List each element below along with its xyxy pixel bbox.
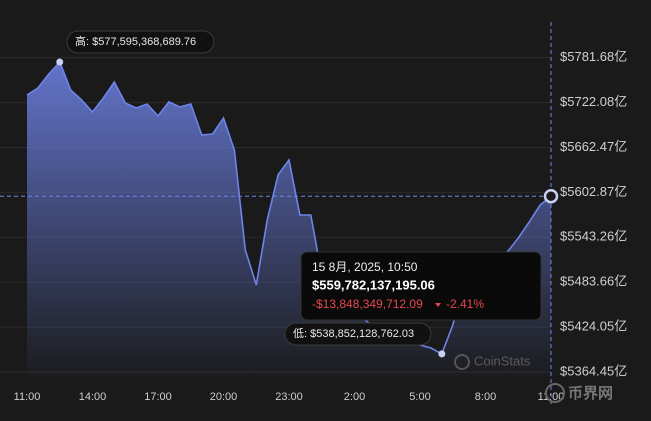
x-tick-label: 5:00 (409, 391, 430, 403)
overlay: CoinStats 高: $577,595,368,689.76 低: $538… (66, 30, 613, 403)
site-logo: 币界网 (545, 383, 613, 403)
x-tick-label: 17:00 (144, 391, 172, 403)
site-icon (545, 383, 565, 403)
low-label: 低: $538,852,128,762.03 (293, 327, 414, 340)
tooltip-change-pct: -2.41% (446, 297, 484, 311)
watermark: CoinStats (454, 353, 531, 370)
x-tick-label: 8:00 (475, 391, 496, 403)
tooltip: 15 8月, 2025, 10:50 $559,782,137,195.06 -… (300, 251, 542, 321)
y-tick-label: $5722.08亿 (560, 94, 627, 109)
high-marker (56, 58, 64, 66)
y-tick-label: $5483.66亿 (560, 274, 627, 289)
low-annotation: 低: $538,852,128,762.03 (284, 322, 432, 346)
x-tick-label: 2:00 (344, 391, 365, 403)
y-tick-label: $5781.68亿 (560, 49, 627, 64)
x-tick-label: 11:00 (14, 391, 41, 403)
site-name: 币界网 (568, 385, 613, 402)
y-tick-label: $5602.87亿 (560, 184, 627, 199)
y-tick-label: $5364.45亿 (560, 363, 627, 378)
axes: $5781.68亿 $5722.08亿 $5662.47亿 $5602.87亿 $554… (14, 49, 628, 403)
y-tick-label: $5424.05亿 (560, 319, 627, 334)
current-marker (543, 188, 559, 204)
low-marker (438, 350, 446, 358)
watermark-icon (454, 354, 470, 370)
high-annotation: 高: $577,595,368,689.76 (66, 30, 215, 54)
x-tick-label: 14:00 (79, 391, 107, 403)
area (27, 62, 551, 377)
x-tick-label: 11:00 (538, 391, 565, 403)
y-tick-label: $5662.47亿 (560, 139, 627, 154)
low-box (284, 322, 432, 346)
x-tick-label: 20:00 (210, 391, 238, 403)
high-box (66, 30, 215, 54)
down-arrow (435, 303, 441, 307)
watermark-text: CoinStats (474, 353, 531, 368)
x-tick-label: 23:00 (275, 391, 303, 403)
tooltip-change: -$13,848,349,712.09 (312, 297, 423, 311)
y-tick-label: $5543.26亿 (560, 229, 627, 244)
tooltip-date: 15 8月, 2025, 10:50 (312, 260, 418, 274)
tooltip-price: $559,782,137,195.06 (312, 277, 435, 292)
high-label: 高: $577,595,368,689.76 (75, 34, 196, 48)
tooltip-box (300, 251, 542, 321)
